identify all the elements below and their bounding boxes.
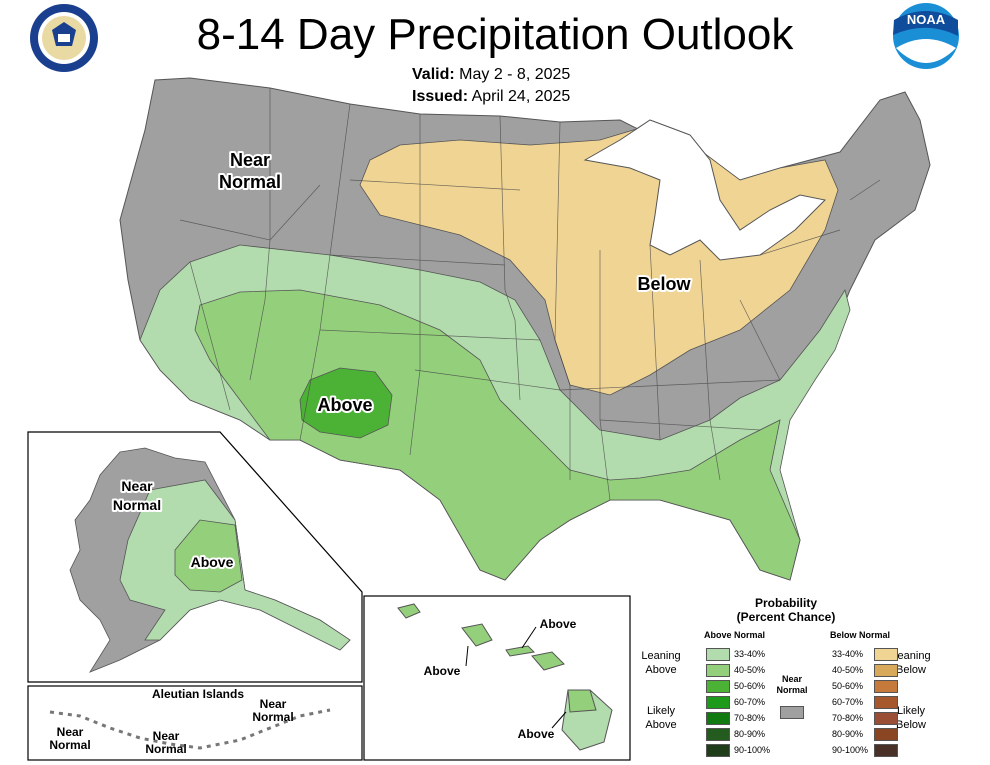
page-title: 8-14 Day Precipitation Outlook <box>196 10 794 59</box>
legend-above-swatch-6 <box>706 728 730 741</box>
legend-above-swatch-2 <box>706 664 730 677</box>
legend-below-range-6: 80-90% <box>832 729 864 739</box>
legend-below-range-7: 90-100% <box>832 745 869 755</box>
issued-date: Issued: April 24, 2025 <box>412 88 570 106</box>
valid-value: May 2 - 8, 2025 <box>459 66 571 83</box>
legend-leaning-above-line-2: Above <box>645 664 677 676</box>
aleutian-label-3-line-1: Near <box>260 697 287 711</box>
legend-below-swatch-5 <box>874 712 898 725</box>
aleutian-title: Aleutian Islands <box>152 687 244 701</box>
aleutian-label-1-line-2: Normal <box>49 738 90 752</box>
alaska-near-normal-label-1: Near <box>121 478 153 494</box>
legend-above-swatch-5 <box>706 712 730 725</box>
hawaii-above-label-2: Above <box>540 617 577 631</box>
legend-likely-above: Likely Above <box>636 704 686 732</box>
legend-above-range-5: 70-80% <box>734 713 766 723</box>
aleutian-label-1-line-1: Near <box>57 725 84 739</box>
probability-legend: Probability (Percent Chance) Above Norma… <box>636 596 936 761</box>
legend-likely-above-line-1: Likely <box>646 705 676 717</box>
noaa-logo: NOAA <box>893 3 959 69</box>
legend-likely-below-line-2: Below <box>896 719 926 731</box>
valid-dates: Valid: May 2 - 8, 2025 <box>412 66 570 84</box>
legend-below-range-3: 50-60% <box>832 681 864 691</box>
issued-value: April 24, 2025 <box>471 88 571 105</box>
legend-near-normal-line-1: Near <box>781 674 802 684</box>
legend-below-swatch-7 <box>874 744 898 757</box>
legend-above-swatch-4 <box>706 696 730 709</box>
aleutian-label-2-line-1: Near <box>153 729 180 743</box>
legend-title: Probability <box>754 596 817 610</box>
legend-below-swatch-6 <box>874 728 898 741</box>
legend-leaning-below: Leaning Below <box>886 649 936 677</box>
aleutian-inset: Aleutian Islands Near Normal Near Normal… <box>27 685 363 761</box>
aleutian-label-2-line-2: Normal <box>145 742 186 756</box>
legend-likely-above-line-2: Above <box>645 719 677 731</box>
legend-above-range-7: 90-100% <box>734 745 771 755</box>
legend-subtitle: (Percent Chance) <box>736 610 836 624</box>
legend-leaning-above: Leaning Above <box>636 649 686 677</box>
legend-below-swatch-4 <box>874 696 898 709</box>
valid-label: Valid: <box>412 66 455 83</box>
legend-below-header: Below Normal <box>830 630 891 640</box>
great-lakes-overlay <box>583 119 827 261</box>
legend-likely-below-line-1: Likely <box>896 705 926 717</box>
legend-above-range-2: 40-50% <box>734 665 766 675</box>
alaska-near-normal-label-2: Normal <box>113 497 161 513</box>
legend-below-range-4: 60-70% <box>832 697 864 707</box>
hawaii-inset: Above Above Above <box>363 595 631 761</box>
legend-below-swatch-2 <box>874 664 898 677</box>
alaska-inset: Near Normal Above <box>27 431 363 683</box>
hawaii-above-label-3: Above <box>518 727 555 741</box>
legend-above-swatch-7 <box>706 744 730 757</box>
legend-above-swatch-3 <box>706 680 730 693</box>
legend-below-swatch-1 <box>874 648 898 661</box>
legend-leaning-above-line-1: Leaning <box>641 650 681 662</box>
legend-above-header: Above Normal <box>704 630 766 640</box>
legend-below-swatch-3 <box>874 680 898 693</box>
legend-near-normal-line-2: Normal <box>776 685 808 695</box>
state-boundaries <box>179 88 881 501</box>
legend-below-range-1: 33-40% <box>832 649 864 659</box>
legend-above-range-1: 33-40% <box>734 649 766 659</box>
department-of-commerce-seal <box>30 4 98 72</box>
legend-near-normal-swatch <box>780 706 804 719</box>
noaa-logo-text: NOAA <box>907 12 946 27</box>
aleutian-label-3-line-2: Normal <box>252 710 293 724</box>
hawaii-above-label-1: Above <box>424 664 461 678</box>
above-50-60-region <box>299 367 393 439</box>
legend-above-range-3: 50-60% <box>734 681 766 691</box>
conus-near-normal-label-1: Near <box>230 150 270 170</box>
issued-label: Issued: <box>412 88 469 105</box>
legend-likely-below: Likely Below <box>886 704 936 732</box>
legend-near-normal: Near Normal <box>772 674 812 696</box>
legend-below-range-5: 70-80% <box>832 713 864 723</box>
above-40-50-region <box>194 289 801 581</box>
legend-above-range-6: 80-90% <box>734 729 766 739</box>
conus-below-label: Below <box>637 274 691 294</box>
alaska-above-40-50-area <box>174 519 243 593</box>
conus-above-label: Above <box>317 395 372 415</box>
conus-near-normal-label-2: Normal <box>219 172 281 192</box>
alaska-above-label: Above <box>191 554 234 570</box>
legend-leaning-below-line-1: Leaning <box>891 650 931 662</box>
legend-above-swatch-1 <box>706 648 730 661</box>
legend-above-range-4: 60-70% <box>734 697 766 707</box>
legend-below-range-2: 40-50% <box>832 665 864 675</box>
legend-leaning-below-line-2: Below <box>896 664 926 676</box>
